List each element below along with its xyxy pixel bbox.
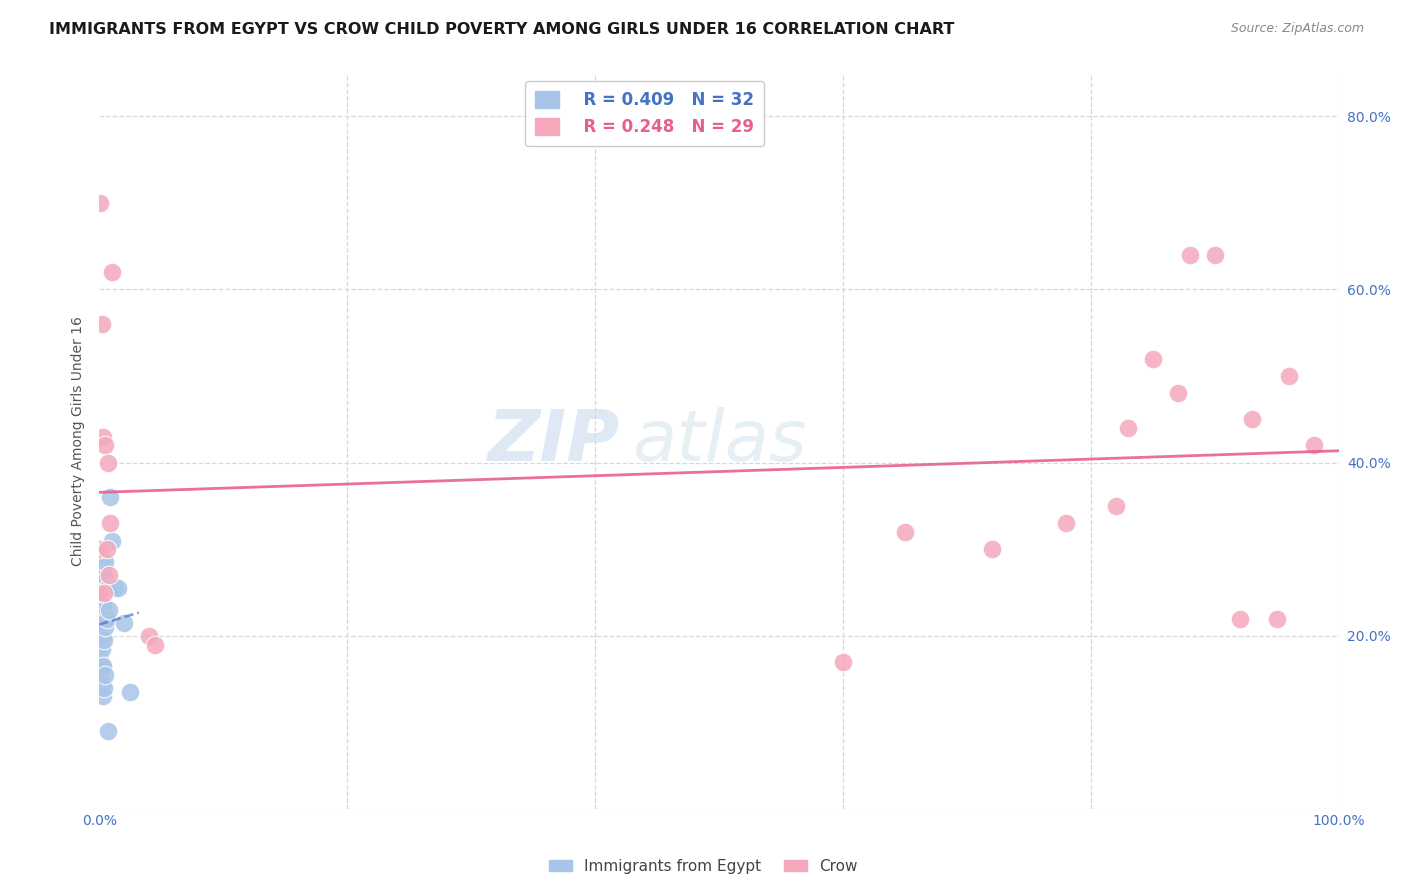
Point — [91, 430, 114, 444]
Text: ZIP: ZIP — [488, 407, 620, 475]
Point — [1167, 386, 1189, 401]
Point — [100, 533, 122, 548]
Point — [91, 573, 114, 587]
Point — [138, 629, 160, 643]
Point — [103, 581, 125, 595]
Text: atlas: atlas — [633, 407, 807, 475]
Point — [112, 615, 135, 630]
Point — [96, 542, 118, 557]
Y-axis label: Child Poverty Among Girls Under 16: Child Poverty Among Girls Under 16 — [72, 316, 86, 566]
Point — [97, 581, 120, 595]
Point — [1204, 248, 1226, 262]
Point — [1142, 351, 1164, 366]
Point — [89, 585, 111, 599]
Point — [91, 690, 114, 704]
Point — [1116, 421, 1139, 435]
Point — [89, 195, 111, 210]
Legend:   R = 0.409   N = 32,   R = 0.248   N = 29: R = 0.409 N = 32, R = 0.248 N = 29 — [526, 81, 763, 146]
Point — [1054, 516, 1077, 531]
Point — [89, 599, 111, 613]
Point — [1104, 499, 1126, 513]
Point — [90, 599, 112, 613]
Point — [91, 629, 114, 643]
Point — [100, 265, 122, 279]
Point — [96, 611, 118, 625]
Point — [143, 638, 166, 652]
Point — [98, 491, 121, 505]
Point — [90, 317, 112, 331]
Point — [94, 555, 117, 569]
Point — [90, 641, 112, 656]
Point — [1278, 369, 1301, 384]
Legend: Immigrants from Egypt, Crow: Immigrants from Egypt, Crow — [543, 853, 863, 880]
Point — [98, 603, 121, 617]
Point — [97, 724, 120, 739]
Point — [107, 581, 129, 595]
Point — [980, 542, 1002, 557]
Point — [94, 620, 117, 634]
Point — [94, 668, 117, 682]
Point — [93, 633, 115, 648]
Point — [120, 685, 142, 699]
Text: IMMIGRANTS FROM EGYPT VS CROW CHILD POVERTY AMONG GIRLS UNDER 16 CORRELATION CHA: IMMIGRANTS FROM EGYPT VS CROW CHILD POVE… — [49, 22, 955, 37]
Point — [1229, 611, 1251, 625]
Point — [90, 581, 112, 595]
Text: Source: ZipAtlas.com: Source: ZipAtlas.com — [1230, 22, 1364, 36]
Point — [89, 650, 111, 665]
Point — [94, 438, 117, 452]
Point — [98, 516, 121, 531]
Point — [832, 655, 855, 669]
Point — [90, 555, 112, 569]
Point — [97, 456, 120, 470]
Point — [89, 542, 111, 557]
Point — [91, 599, 114, 613]
Point — [894, 524, 917, 539]
Point — [1265, 611, 1288, 625]
Point — [1303, 438, 1326, 452]
Point — [93, 681, 115, 695]
Point — [89, 568, 111, 582]
Point — [93, 585, 115, 599]
Point — [91, 659, 114, 673]
Point — [90, 676, 112, 690]
Point — [1240, 412, 1263, 426]
Point — [89, 615, 111, 630]
Point — [89, 668, 111, 682]
Point — [93, 568, 115, 582]
Point — [98, 568, 121, 582]
Point — [90, 659, 112, 673]
Point — [1178, 248, 1201, 262]
